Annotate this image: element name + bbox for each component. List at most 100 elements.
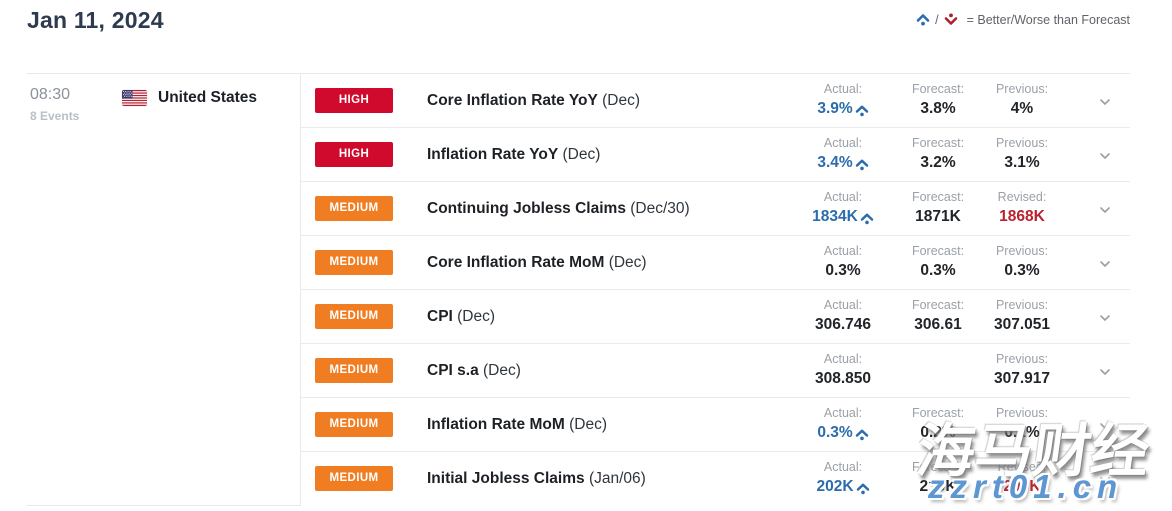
event-name-text: Core Inflation Rate MoM <box>427 253 605 271</box>
cell-label: Forecast: <box>911 190 965 204</box>
chevron-down-icon[interactable] <box>1098 256 1114 270</box>
impact-badge: MEDIUM <box>315 358 393 383</box>
forecast-cell: Forecast: 3.8% <box>890 74 986 119</box>
cell-label: Previous: <box>995 82 1049 96</box>
event-row[interactable]: HIGH Core Inflation Rate YoY (Dec) Actual:… <box>301 74 1130 128</box>
event-name: Core Inflation Rate MoM (Dec) <box>427 254 647 272</box>
event-row[interactable]: MEDIUM CPI (Dec) Actual: 306.746 Forecast: 30… <box>301 290 1130 344</box>
cell-value-text: 1868K <box>999 208 1045 225</box>
chevron-down-icon[interactable] <box>1098 310 1114 324</box>
actual-cell: Actual: 1834K <box>795 182 891 227</box>
cell-label: Forecast: <box>911 460 965 474</box>
cell-value-text: 0.3% <box>1004 262 1040 279</box>
cell-label: Previous: <box>995 244 1049 258</box>
previous-cell: Previous: 307.051 <box>974 290 1070 335</box>
chevron-down-icon[interactable] <box>1098 148 1114 162</box>
cell-value: 3.4% <box>795 153 891 173</box>
event-row[interactable]: MEDIUM Initial Jobless Claims (Jan/06) Act… <box>301 452 1130 506</box>
event-row[interactable]: MEDIUM CPI s.a (Dec) Actual: 308.850 Previou… <box>301 344 1130 398</box>
event-name: Inflation Rate YoY (Dec) <box>427 146 600 164</box>
cell-value-text: 0.1% <box>1004 424 1040 441</box>
forecast-cell: Forecast: 210K <box>890 452 986 497</box>
previous-cell: Previous: 4% <box>974 74 1070 119</box>
cell-value: 0.1% <box>974 423 1070 443</box>
event-name: Inflation Rate MoM (Dec) <box>427 416 607 434</box>
event-name: Continuing Jobless Claims (Dec/30) <box>427 200 690 218</box>
cell-label: Forecast: <box>911 406 965 420</box>
cell-label: Actual: <box>823 82 863 96</box>
cell-value: 203K <box>974 477 1070 497</box>
event-period: (Dec) <box>478 361 521 379</box>
cell-label: Actual: <box>823 406 863 420</box>
previous-cell: Previous: 0.3% <box>974 236 1070 281</box>
cell-value: 0.3% <box>890 261 986 281</box>
cell-value: 308.850 <box>795 369 891 389</box>
cell-value-text: 3.9% <box>817 100 853 117</box>
event-name-text: CPI <box>427 307 453 325</box>
cell-label: Actual: <box>823 298 863 312</box>
actual-cell: Actual: 0.3% <box>795 398 891 443</box>
better-than-forecast-icon <box>855 426 869 441</box>
cell-value: 1868K <box>974 207 1070 227</box>
actual-cell: Actual: 0.3% <box>795 236 891 281</box>
event-row[interactable]: MEDIUM Continuing Jobless Claims (Dec/30)… <box>301 182 1130 236</box>
impact-badge: MEDIUM <box>315 466 393 491</box>
cell-value: 1871K <box>890 207 986 227</box>
better-than-forecast-icon <box>860 210 874 225</box>
forecast-cell: Forecast: 306.61 <box>890 290 986 335</box>
actual-cell: Actual: 306.746 <box>795 290 891 335</box>
us-flag-icon <box>122 90 147 106</box>
cell-value-text: 210K <box>919 478 957 495</box>
actual-cell: Actual: 3.9% <box>795 74 891 119</box>
impact-badge: MEDIUM <box>315 196 393 221</box>
session-events-count: 8 Events <box>30 109 80 123</box>
cell-value-text: 307.917 <box>993 370 1051 387</box>
impact-badge: MEDIUM <box>315 250 393 275</box>
cell-value-text: 0.3% <box>825 262 861 279</box>
cell-value: 307.917 <box>974 369 1070 389</box>
cell-label: Actual: <box>823 190 863 204</box>
cell-value-text: 0.3% <box>817 424 853 441</box>
event-period: (Jan/06) <box>584 470 646 487</box>
cell-value: 4% <box>974 99 1070 119</box>
event-row[interactable]: MEDIUM Core Inflation Rate MoM (Dec) Actua… <box>301 236 1130 290</box>
event-name-text: Initial Jobless Claims <box>427 470 585 487</box>
event-row[interactable]: MEDIUM Inflation Rate MoM (Dec) Actual: 0.3… <box>301 398 1130 452</box>
event-period: (Dec) <box>564 415 607 433</box>
cell-label: Previous: <box>995 352 1049 366</box>
cell-value-text: 306.61 <box>914 316 962 333</box>
chevron-down-icon[interactable] <box>1098 364 1114 378</box>
event-name-text: CPI s.a <box>427 361 479 379</box>
session-country: United States <box>158 89 258 106</box>
cell-label: Previous: <box>995 136 1049 150</box>
chevron-down-icon[interactable] <box>1098 202 1114 216</box>
cell-value: 3.9% <box>795 99 891 119</box>
cell-value-text: 306.746 <box>814 316 872 333</box>
actual-cell: Actual: 308.850 <box>795 344 891 389</box>
cell-value-text: 0.2% <box>920 424 956 441</box>
chevron-down-icon[interactable] <box>1098 94 1114 108</box>
legend-separator: / <box>935 12 939 27</box>
better-than-forecast-icon <box>855 102 869 117</box>
cell-label: Actual: <box>823 352 863 366</box>
cell-value: 3.2% <box>890 153 986 173</box>
cell-value-text: 308.850 <box>814 370 872 387</box>
cell-value-text: 307.051 <box>993 316 1051 333</box>
event-name: Core Inflation Rate YoY (Dec) <box>427 92 640 110</box>
impact-badge: MEDIUM <box>315 304 393 329</box>
event-row[interactable]: HIGH Inflation Rate YoY (Dec) Actual: 3.4% F… <box>301 128 1130 182</box>
chevron-down-icon[interactable] <box>1098 472 1114 486</box>
legend-text: = Better/Worse than Forecast <box>966 12 1130 27</box>
cell-value-text: 3.1% <box>1004 154 1040 171</box>
previous-cell: Previous: 0.1% <box>974 398 1070 443</box>
cell-value-text: 1871K <box>915 208 961 225</box>
cell-label: Previous: <box>995 406 1049 420</box>
previous-cell: Previous: 3.1% <box>974 128 1070 173</box>
previous-cell: Revised: 1868K <box>974 182 1070 227</box>
chevron-down-icon[interactable] <box>1098 418 1114 432</box>
impact-badge: HIGH <box>315 142 393 167</box>
cell-label: Forecast: <box>911 82 965 96</box>
event-name-text: Continuing Jobless Claims <box>427 199 626 217</box>
cell-value-text: 1834K <box>812 208 858 225</box>
cell-value-text: 3.4% <box>817 154 853 171</box>
